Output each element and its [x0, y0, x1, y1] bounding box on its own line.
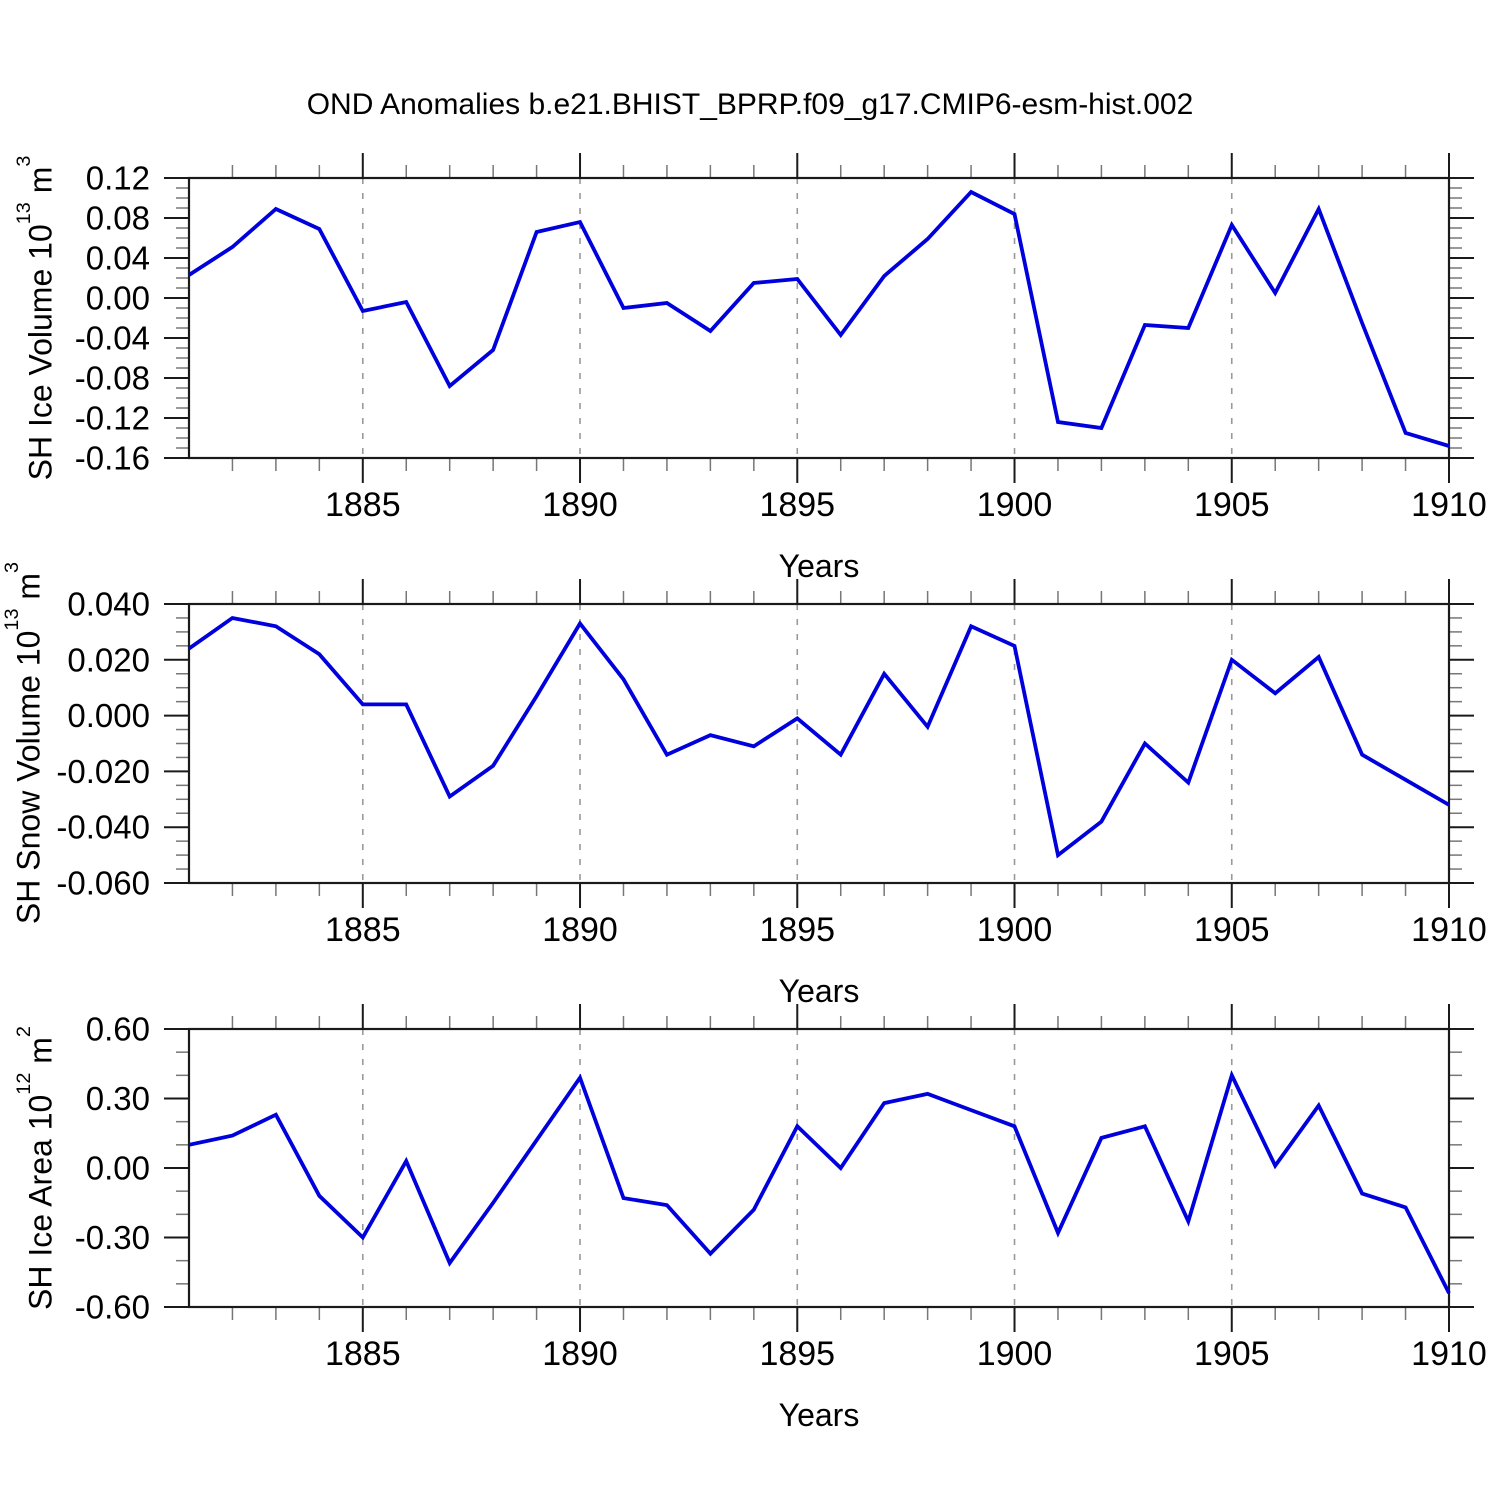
y-tick-label: 0.00	[86, 1150, 150, 1187]
y-axis-title-text: SH Ice Volume 10	[22, 224, 59, 481]
x-tick-label: 1910	[1411, 911, 1487, 949]
y-axis-title-exponent: 13	[1, 608, 24, 631]
panel-frame	[187, 602, 1451, 885]
y-axis-title-ice-area: SH Ice Area 1012 m2	[13, 918, 59, 1418]
y-tick-label: 0.040	[67, 586, 150, 623]
y-axis-title-unit: m	[22, 166, 59, 203]
data-line-sh-ice-volume	[187, 189, 1450, 448]
y-axis-title-exponent: 12	[13, 1072, 36, 1095]
y-tick-label: 0.08	[86, 200, 150, 237]
x-tick-label: 1890	[542, 486, 618, 524]
x-tick-label: 1910	[1411, 1335, 1487, 1373]
y-tick-label: -0.30	[75, 1219, 150, 1256]
panel-frame	[187, 176, 1451, 460]
x-tick-label: 1900	[977, 1335, 1053, 1373]
x-tick-label: 1905	[1194, 911, 1270, 949]
y-tick-label: 0.12	[86, 160, 150, 197]
x-axis-title-panel-2: Years	[778, 973, 860, 1009]
y-axis-title-unit-exponent: 3	[1, 561, 24, 573]
y-tick-label: 0.04	[86, 240, 150, 277]
y-tick-label: -0.060	[56, 865, 150, 902]
y-axis-title-exponent: 13	[13, 202, 36, 225]
x-tick-label: 1900	[977, 486, 1053, 524]
x-tick-label: 1895	[759, 1335, 835, 1373]
x-tick-label: 1890	[542, 911, 618, 949]
y-tick-label: -0.16	[75, 440, 150, 477]
x-tick-label: 1910	[1411, 486, 1487, 524]
y-tick-label: -0.020	[56, 753, 150, 790]
x-tick-label: 1905	[1194, 1335, 1270, 1373]
x-tick-label: 1895	[759, 911, 835, 949]
y-axis-title-unit: m	[10, 572, 47, 609]
y-axis-title-unit-exponent: 2	[13, 1026, 36, 1038]
y-axis-title-text: SH Snow Volume 10	[10, 630, 47, 925]
y-tick-label: 0.30	[86, 1080, 150, 1117]
x-axis-title-panel-1: Years	[778, 548, 860, 584]
y-tick-label: -0.08	[75, 360, 150, 397]
data-line-sh-ice-area	[188, 1070, 1451, 1294]
x-tick-label: 1885	[325, 911, 401, 949]
panel-sh-ice-area: 0.60 0.30 0.00 -0.30 -0.60 1885 1890 1895 1900 19…	[75, 1004, 1487, 1373]
x-tick-label: 1890	[542, 1335, 618, 1373]
y-tick-label: 0.000	[67, 697, 150, 734]
x-axis-title-panel-3: Years	[778, 1397, 860, 1433]
chart-title: OND Anomalies b.e21.BHIST_BPRP.f09_g17.C…	[306, 88, 1194, 121]
x-tick-label: 1905	[1194, 486, 1270, 524]
data-line-sh-snow-volume	[187, 615, 1450, 859]
y-tick-label: -0.04	[75, 320, 150, 357]
x-tick-label: 1895	[759, 486, 835, 524]
panel-sh-snow-volume: 0.040 0.020 0.000 -0.020 -0.040 -0.060 1885 189…	[56, 579, 1487, 949]
y-axis-title-text: SH Ice Area 10	[22, 1094, 59, 1310]
panel-frame	[187, 1027, 1451, 1309]
x-tick-label: 1885	[325, 486, 401, 524]
y-tick-label: 0.020	[67, 641, 150, 678]
x-tick-label: 1885	[325, 1335, 401, 1373]
y-tick-label: 0.60	[86, 1011, 150, 1048]
y-tick-label: 0.00	[86, 280, 150, 317]
x-tick-label: 1900	[977, 911, 1053, 949]
y-tick-label: -0.040	[56, 809, 150, 846]
y-axis-title-unit-exponent: 3	[13, 155, 36, 167]
y-tick-label: -0.12	[75, 400, 150, 437]
panel-sh-ice-volume: 0.120.080.040.00-0.04-0.08-0.12-0.16 1885…	[75, 153, 1487, 524]
y-axis-title-unit: m	[22, 1037, 59, 1073]
y-tick-label: -0.60	[75, 1289, 150, 1326]
